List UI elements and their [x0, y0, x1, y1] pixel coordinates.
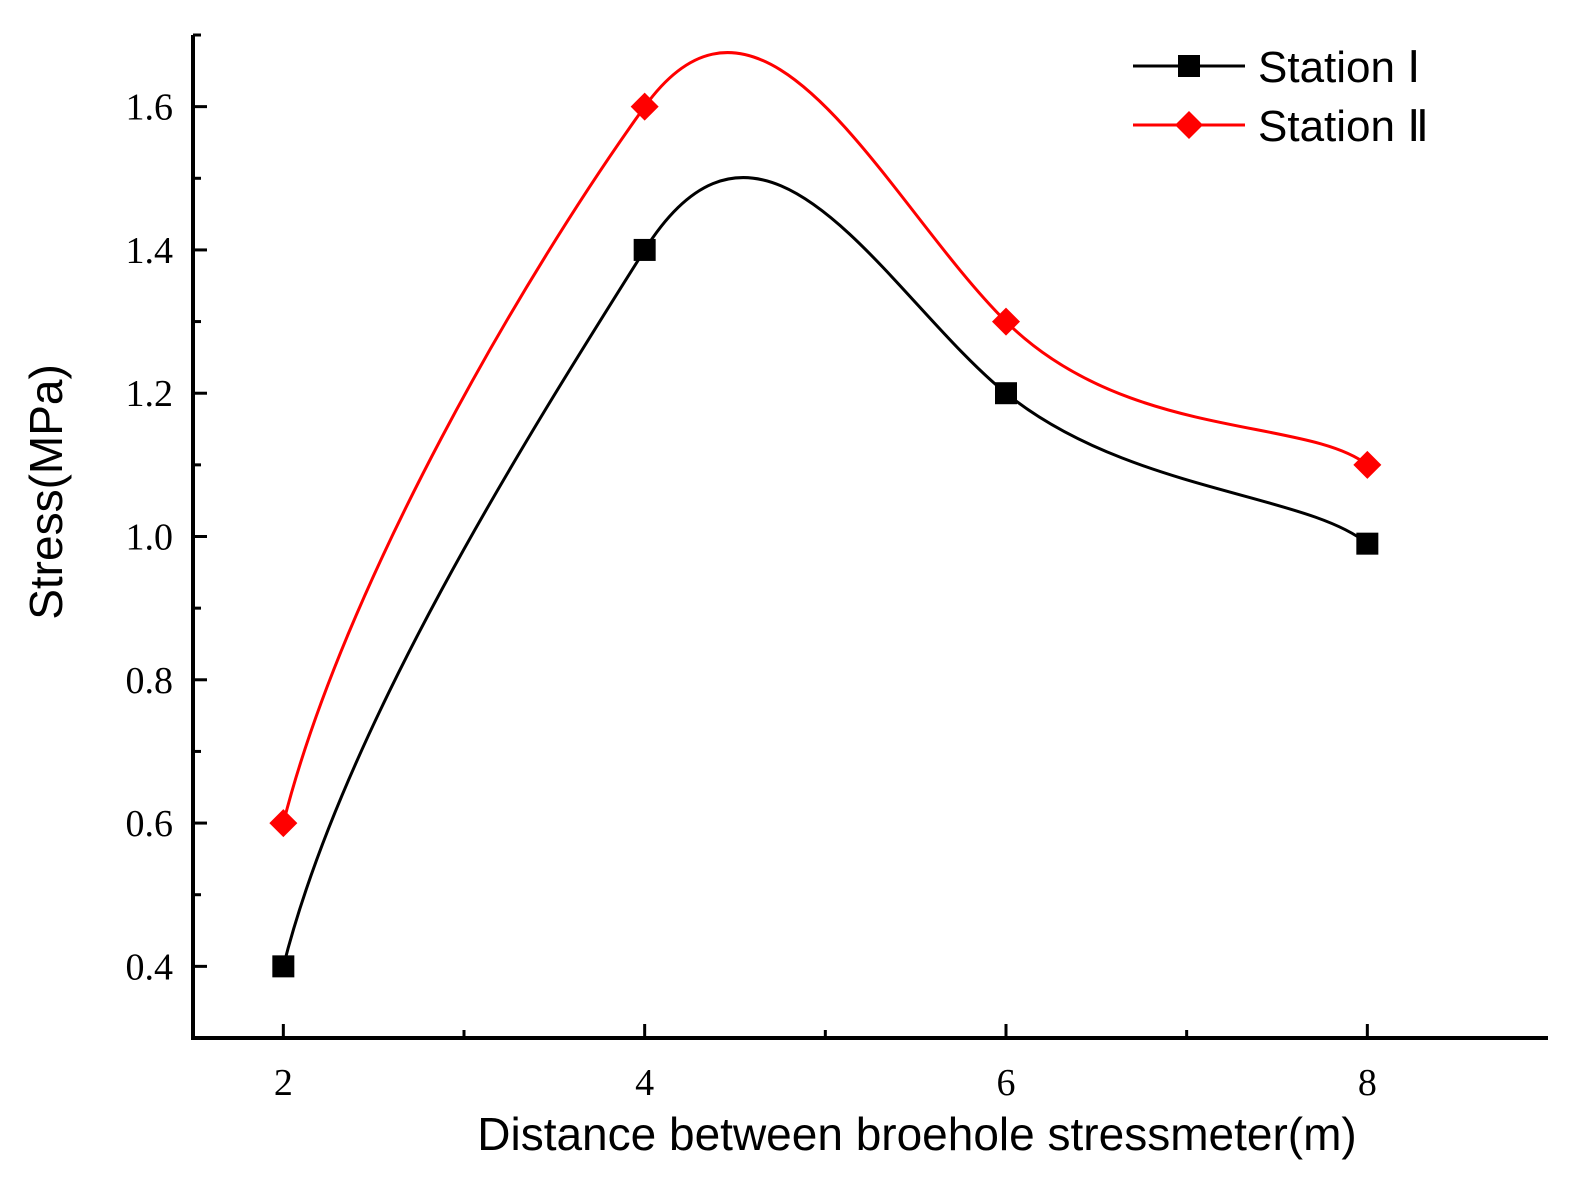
x-tick-label: 4 — [635, 1062, 654, 1104]
legend-marker-2 — [1175, 111, 1203, 139]
y-tick-label: 1.4 — [126, 230, 174, 272]
series-curves — [281, 51, 1369, 967]
data-point-series-2 — [630, 92, 659, 121]
y-tick-label: 0.4 — [126, 946, 174, 988]
data-point-series-1 — [272, 955, 295, 978]
series-line-1 — [281, 176, 1369, 967]
data-point-series-2 — [269, 809, 298, 838]
y-tick-label: 1.6 — [126, 87, 174, 129]
x-tick-label: 2 — [274, 1062, 293, 1104]
axes: 0.4 0.6 0.8 1.0 1.2 1.4 1.6 2 4 6 8 — [126, 33, 1548, 1104]
legend-label-1: Station Ⅰ — [1258, 43, 1420, 92]
x-tick-label: 6 — [997, 1062, 1016, 1104]
series-markers — [269, 92, 1382, 978]
y-tick-label: 1.2 — [126, 373, 174, 415]
data-point-series-2 — [992, 307, 1020, 336]
legend: Station Ⅰ Station Ⅱ — [1133, 43, 1429, 151]
legend-marker-1 — [1178, 55, 1200, 77]
data-point-series-1 — [1356, 532, 1379, 555]
data-point-series-1 — [633, 238, 656, 261]
y-tick-label: 0.6 — [126, 803, 174, 845]
data-point-series-2 — [1353, 450, 1382, 479]
legend-label-2: Station Ⅱ — [1258, 102, 1429, 151]
series-line-2 — [281, 51, 1369, 824]
x-tick-label: 8 — [1358, 1062, 1377, 1104]
y-tick-label: 1.0 — [126, 517, 174, 559]
y-tick-label: 0.8 — [126, 660, 174, 702]
y-axis-label: Stress(MPa) — [20, 364, 72, 620]
x-axis-label: Distance between broehole stressmeter(m) — [477, 1108, 1356, 1160]
data-point-series-1 — [995, 382, 1017, 405]
